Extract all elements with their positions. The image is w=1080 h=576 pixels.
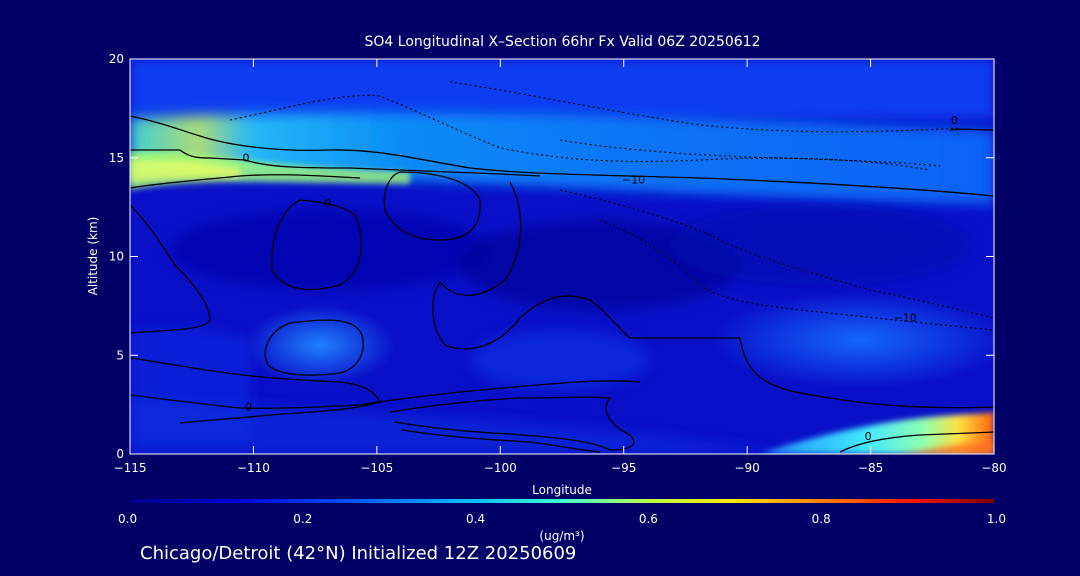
dashed-contour-upper-b (559, 139, 941, 167)
chart-title: SO4 Longitudinal X–Section 66hr Fx Valid… (364, 34, 761, 50)
contour-label: 0 (951, 114, 958, 127)
x-axis-label: Longitude (532, 483, 592, 497)
contour-left-a (130, 204, 211, 334)
contour-labels: 0 0 −10 −10 0 0 0 (243, 114, 958, 443)
contour-jet-lower (130, 174, 361, 189)
contour-label: −10 (622, 173, 645, 186)
colorbar-gradient (130, 499, 994, 503)
contour-cell-b (383, 171, 481, 241)
x-tick-label: −85 (858, 461, 883, 475)
x-tick-label: −95 (611, 461, 636, 475)
contour-label: 0 (245, 401, 252, 414)
colorbar-label: (ug/m³) (539, 529, 584, 543)
colorbar-tick-label: 0.6 (639, 512, 658, 526)
y-tick-label: 20 (109, 52, 124, 66)
x-tick-label: −90 (734, 461, 759, 475)
colorbar-tick-label: 0.4 (466, 512, 485, 526)
contour-left-b (130, 357, 381, 424)
x-tick-label: −100 (484, 461, 517, 475)
x-tick-label: −110 (237, 461, 270, 475)
colorbar-tick-label: 0.0 (118, 512, 137, 526)
x-tick-label: −80 (981, 461, 1006, 475)
contour-center (432, 181, 740, 350)
run-info: Chicago/Detroit (42°N) Initialized 12Z 2… (140, 543, 577, 564)
negative-contour-lines (229, 81, 994, 331)
contour-label: −10 (894, 312, 917, 325)
contour-label: 0 (243, 152, 250, 165)
contour-upper-solid (130, 115, 994, 197)
contour-jet (130, 149, 541, 177)
contour-label: 0 (324, 197, 331, 210)
contour-lower-d (401, 429, 601, 453)
contour-lower-a (130, 380, 641, 409)
contour-cell-a (271, 199, 362, 291)
y-tick-label: 10 (109, 250, 124, 264)
contour-lower-b (389, 396, 635, 451)
colorbar-tick-label: 0.2 (293, 512, 312, 526)
contour-lower-c (394, 421, 611, 451)
y-axis-label: Altitude (km) (86, 217, 100, 296)
y-tick-label: 15 (109, 151, 124, 165)
concentration-field (130, 59, 994, 454)
dashed-contour-top (449, 81, 961, 133)
dashed-contour-right-b (599, 219, 994, 331)
contour-cell-c (264, 319, 364, 376)
y-tick-label: 5 (116, 348, 124, 362)
x-tick-label: −105 (360, 461, 393, 475)
y-tick-label: 0 (116, 447, 124, 461)
contour-label: 0 (865, 430, 872, 443)
colorbar-tick-label: 1.0 (987, 512, 1006, 526)
contour-top-right (949, 128, 994, 131)
contour-lines (130, 115, 994, 453)
x-tick-label: −115 (114, 461, 147, 475)
contour-right-a (739, 337, 994, 409)
colorbar-tick-label: 0.8 (812, 512, 831, 526)
contour-right-b (839, 431, 994, 453)
colorbar: 0.0 0.2 0.4 0.6 0.8 1.0 (118, 499, 1006, 526)
